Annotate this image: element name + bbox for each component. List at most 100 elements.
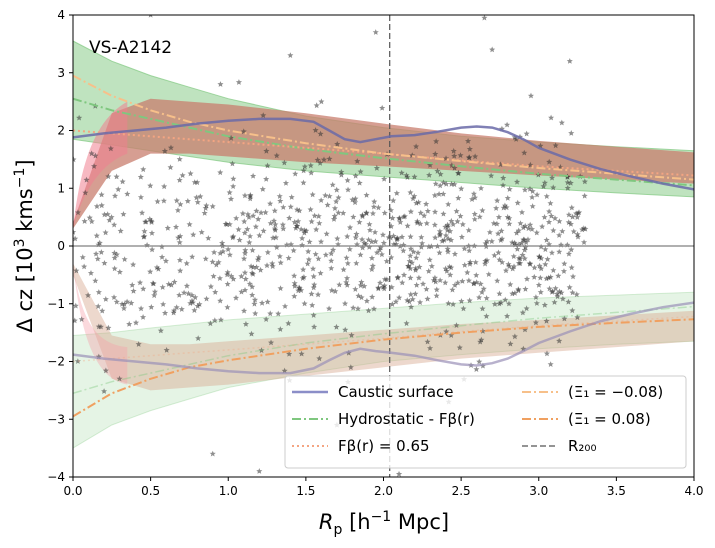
galaxy-point xyxy=(421,212,428,219)
galaxy-point xyxy=(111,249,118,256)
galaxy-point xyxy=(466,260,473,267)
galaxy-point xyxy=(511,263,517,270)
galaxy-point xyxy=(448,181,455,187)
galaxy-point xyxy=(465,138,472,144)
galaxy-point xyxy=(255,216,262,222)
galaxy-point xyxy=(375,284,382,291)
galaxy-point xyxy=(458,298,465,304)
galaxy-point xyxy=(354,305,361,312)
galaxy-point xyxy=(176,177,183,183)
galaxy-point xyxy=(215,259,222,265)
galaxy-point xyxy=(224,304,231,310)
galaxy-point xyxy=(228,195,235,202)
galaxy-point xyxy=(233,215,240,221)
galaxy-point xyxy=(111,294,118,300)
galaxy-point xyxy=(388,254,395,261)
galaxy-point xyxy=(484,238,491,244)
galaxy-point xyxy=(357,251,364,258)
galaxy-point xyxy=(514,246,521,252)
galaxy-point xyxy=(517,220,524,226)
galaxy-point xyxy=(93,203,100,209)
galaxy-point xyxy=(388,284,395,290)
legend-label-xi-neg: (Ξ₁ = −0.08) xyxy=(568,383,663,401)
galaxy-point xyxy=(167,164,174,170)
galaxy-point xyxy=(497,161,504,168)
galaxy-point xyxy=(365,307,372,314)
galaxy-point xyxy=(141,228,148,234)
galaxy-point xyxy=(455,195,462,201)
galaxy-point xyxy=(366,221,373,227)
galaxy-point xyxy=(216,275,223,281)
galaxy-point xyxy=(73,156,77,163)
galaxy-point xyxy=(504,213,511,220)
galaxy-point xyxy=(383,258,390,264)
galaxy-point xyxy=(519,251,526,258)
galaxy-point xyxy=(534,191,541,198)
galaxy-point xyxy=(151,288,158,295)
galaxy-point xyxy=(425,268,432,274)
galaxy-point xyxy=(186,221,193,228)
galaxy-point xyxy=(282,303,289,309)
galaxy-point xyxy=(212,289,219,295)
galaxy-point xyxy=(407,208,414,215)
galaxy-point xyxy=(332,288,339,294)
galaxy-point xyxy=(407,252,414,259)
galaxy-point xyxy=(189,299,196,306)
galaxy-point xyxy=(521,149,528,156)
galaxy-point xyxy=(527,221,534,228)
galaxy-point xyxy=(446,263,453,270)
galaxy-point xyxy=(286,350,293,357)
y-tick-label: −2 xyxy=(47,355,65,369)
galaxy-point xyxy=(460,305,467,312)
galaxy-point xyxy=(458,185,465,192)
galaxy-point xyxy=(410,195,417,202)
galaxy-point xyxy=(244,226,251,232)
galaxy-point xyxy=(549,288,556,295)
galaxy-point xyxy=(432,278,439,285)
galaxy-point xyxy=(369,262,376,269)
galaxy-point xyxy=(137,279,144,286)
galaxy-point xyxy=(444,221,451,228)
y-tick-label: 1 xyxy=(57,181,65,195)
y-tick-label: −1 xyxy=(47,297,65,311)
galaxy-point xyxy=(333,323,340,330)
galaxy-point xyxy=(116,375,123,382)
galaxy-point xyxy=(368,255,375,261)
galaxy-point xyxy=(358,294,365,301)
galaxy-point xyxy=(546,158,553,165)
galaxy-point xyxy=(176,239,183,246)
galaxy-point xyxy=(298,287,305,293)
galaxy-point xyxy=(242,320,249,327)
galaxy-point xyxy=(272,234,279,241)
galaxy-point xyxy=(377,244,384,251)
galaxy-point xyxy=(378,251,385,258)
galaxy-point xyxy=(249,283,256,290)
galaxy-point xyxy=(370,305,377,312)
galaxy-point xyxy=(543,317,550,324)
galaxy-point xyxy=(453,208,460,214)
galaxy-point xyxy=(73,235,79,242)
galaxy-point xyxy=(140,166,147,173)
galaxy-point xyxy=(202,205,209,211)
x-tick-label: 1.0 xyxy=(219,484,238,498)
galaxy-point xyxy=(434,167,441,174)
galaxy-point xyxy=(500,174,507,181)
galaxy-point xyxy=(387,207,394,213)
galaxy-point xyxy=(404,174,411,180)
galaxy-point xyxy=(318,238,325,245)
galaxy-point xyxy=(372,229,379,235)
galaxy-point xyxy=(370,203,377,210)
galaxy-point xyxy=(499,235,506,242)
galaxy-point xyxy=(347,364,354,370)
galaxy-point xyxy=(312,251,319,257)
galaxy-point xyxy=(455,170,462,176)
galaxy-point xyxy=(565,250,572,257)
galaxy-point xyxy=(102,296,109,302)
galaxy-point xyxy=(542,246,549,253)
x-tick-label: 0.0 xyxy=(63,484,82,498)
galaxy-point xyxy=(406,258,413,264)
galaxy-point xyxy=(451,250,458,257)
galaxy-point xyxy=(330,246,337,253)
galaxy-point xyxy=(454,279,461,286)
galaxy-point xyxy=(258,347,265,353)
